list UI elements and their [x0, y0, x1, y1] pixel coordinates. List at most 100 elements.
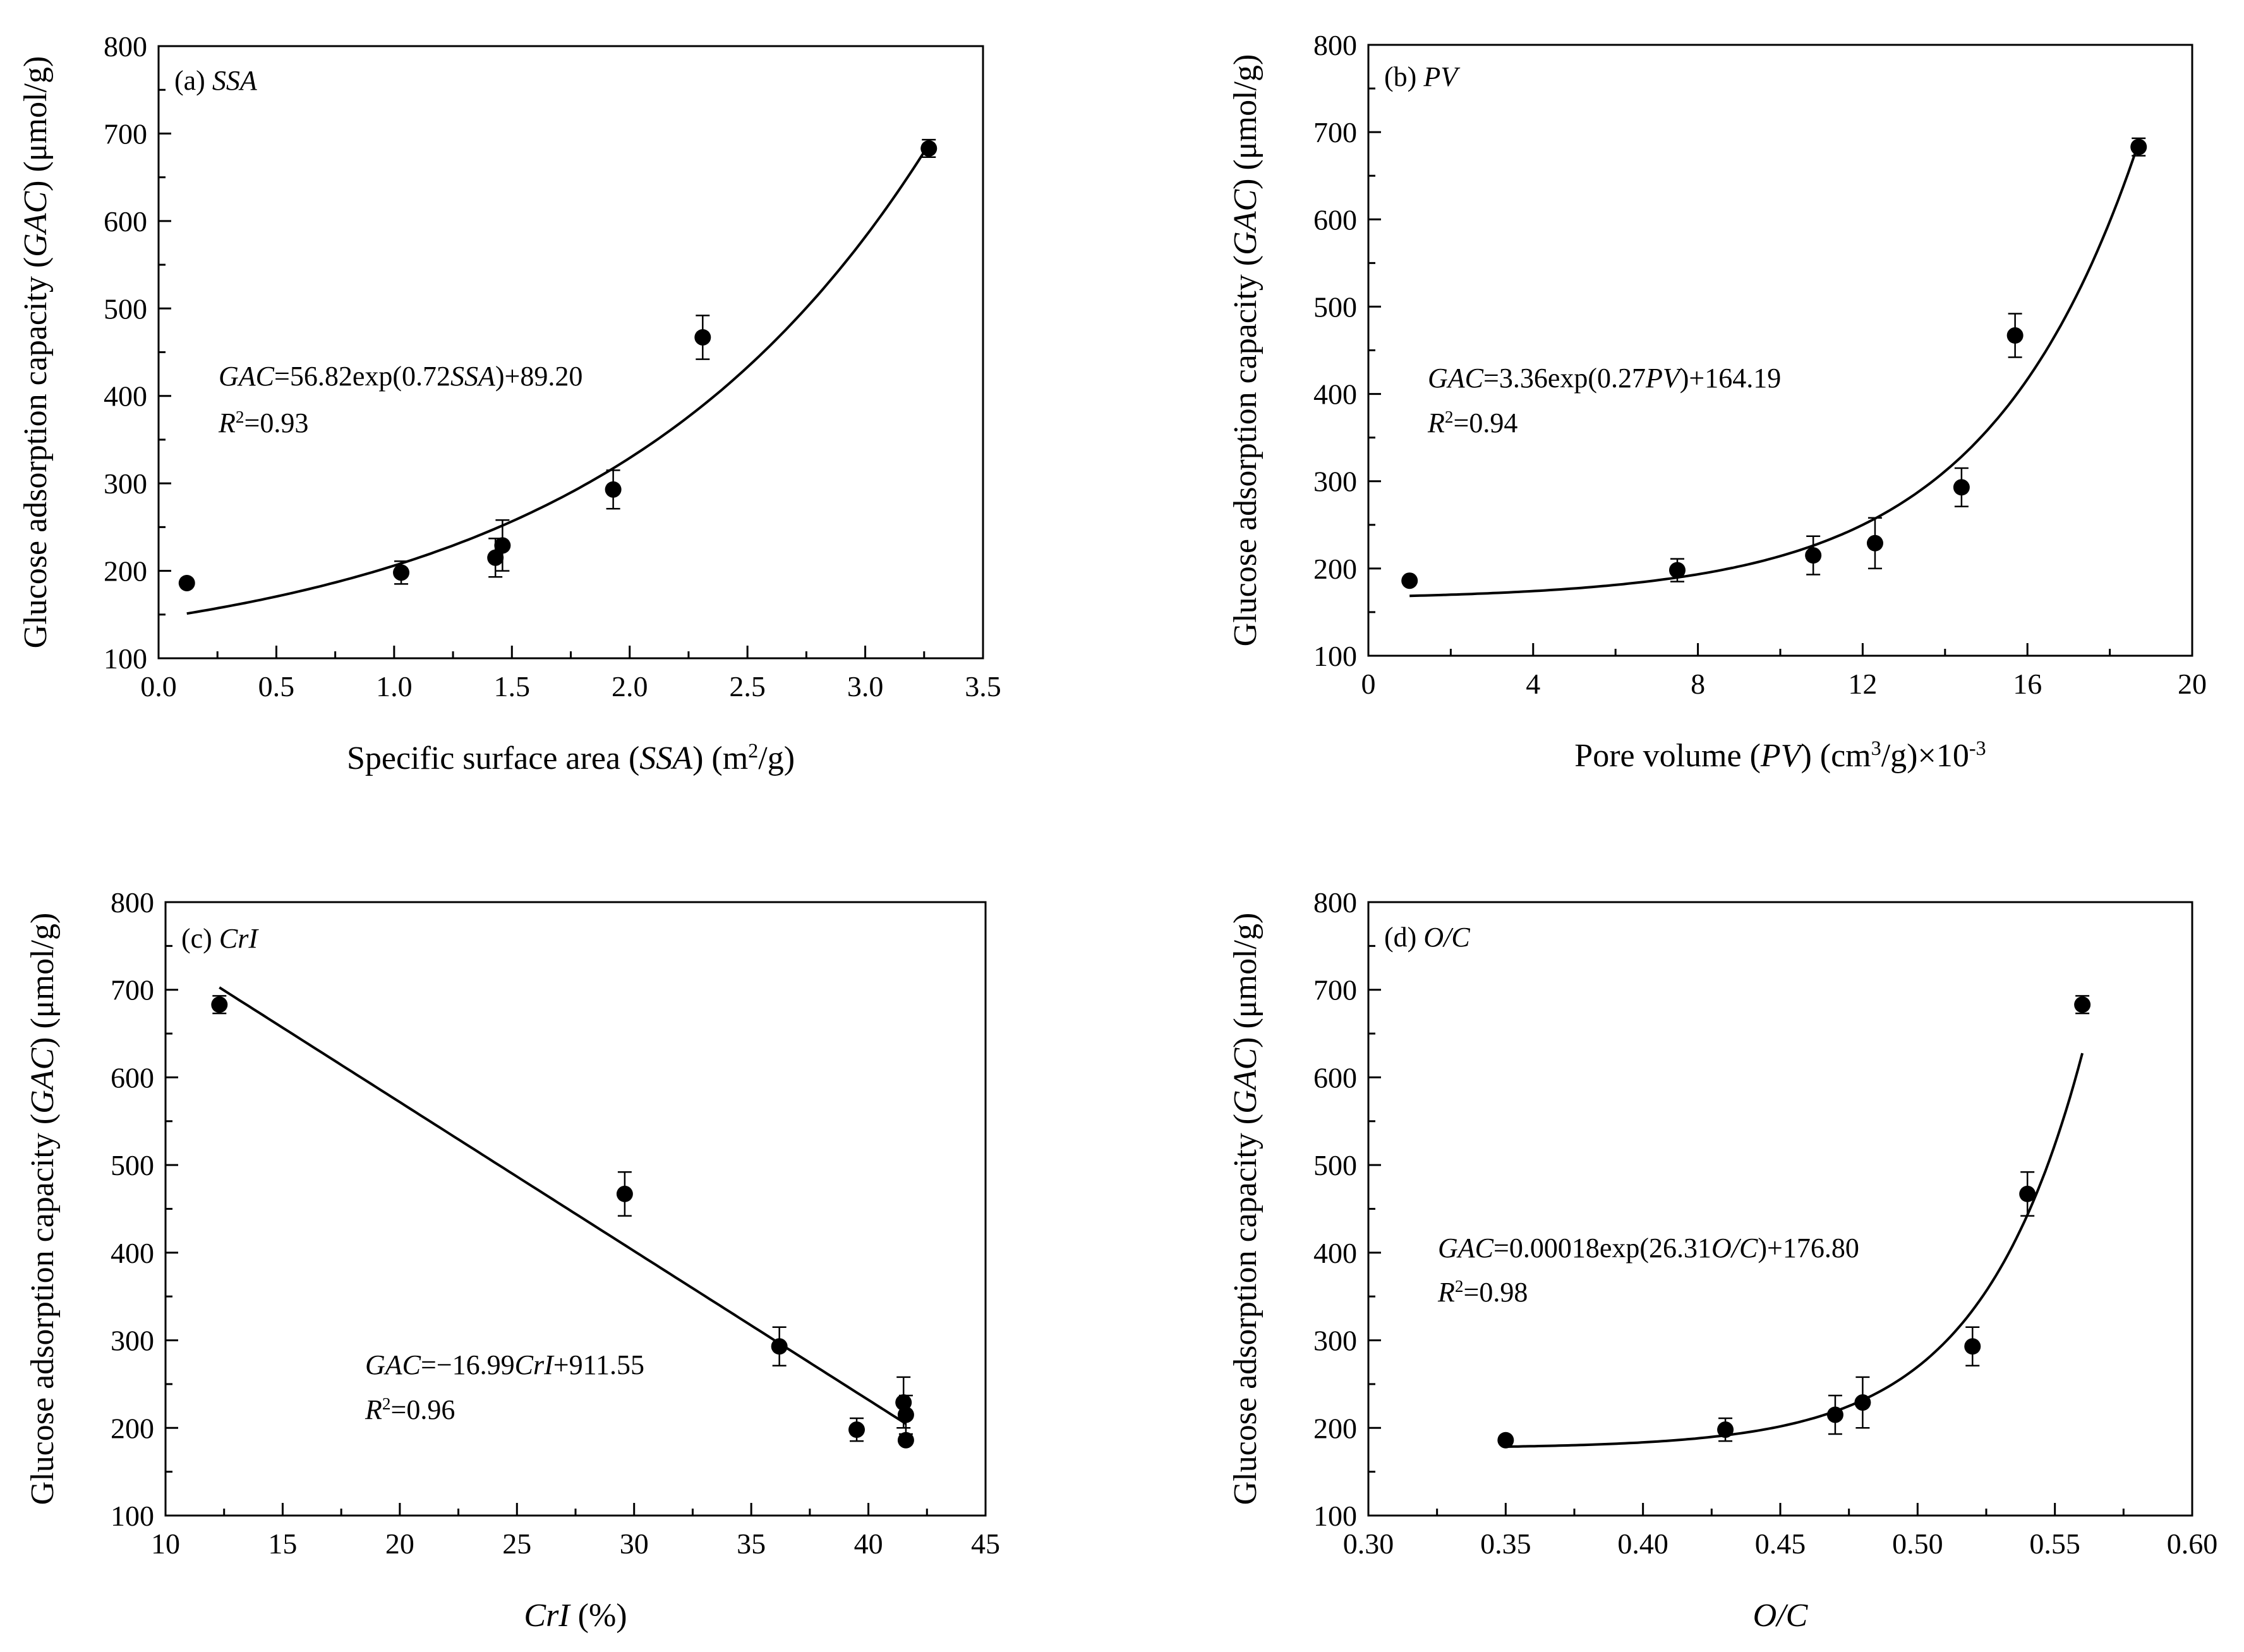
superscript: 2 — [748, 739, 758, 762]
text-run: CrI — [515, 1349, 555, 1380]
data-point — [1669, 562, 1686, 579]
x-axis-label: Pore volume (PV) (cm3/g)×10-3 — [1574, 737, 1986, 774]
text-run: =−16.99 — [421, 1349, 515, 1380]
y-axis-label-suffix: ) (μmol/g) — [1228, 913, 1264, 1048]
x-tick-label: 15 — [268, 1528, 297, 1560]
panel-label: (a) SSA — [174, 65, 258, 96]
x-tick-label: 2.0 — [612, 670, 648, 702]
panel-label-variable: O/C — [1423, 922, 1470, 953]
data-point — [1964, 1338, 1981, 1355]
x-tick-label: 40 — [854, 1528, 883, 1560]
y-tick-label: 400 — [1313, 378, 1357, 411]
text-run: R — [218, 407, 236, 438]
text-run: GAC — [365, 1349, 421, 1380]
y-tick-label: 700 — [111, 974, 154, 1006]
x-tick-label: 4 — [1526, 668, 1540, 700]
x-axis-label: CrI (%) — [524, 1598, 627, 1634]
x-tick-label: 0 — [1361, 668, 1376, 700]
data-point — [1497, 1432, 1514, 1449]
text-run: R — [1437, 1277, 1455, 1308]
superscript: 2 — [236, 407, 244, 426]
y-tick-label: 700 — [1313, 116, 1357, 148]
y-axis-label: Glucose adsorption capacity (GAC) (μmol/… — [1228, 54, 1264, 647]
y-tick-label: 500 — [104, 292, 147, 325]
data-point — [2074, 996, 2091, 1013]
data-point — [393, 564, 410, 581]
x-tick-label: 12 — [1848, 668, 1877, 700]
data-point — [897, 1406, 914, 1423]
y-tick-label: 600 — [1313, 1061, 1357, 1094]
data-point — [1401, 572, 1418, 589]
panel-label: (d) O/C — [1384, 922, 1470, 953]
data-point — [178, 574, 195, 591]
x-tick-label: 0.50 — [1892, 1528, 1943, 1560]
data-point — [487, 549, 504, 566]
text-run: /g) — [758, 740, 795, 776]
chart-panel-d: 0.30 0.35 0.40 0.45 0.50 0.55 0.60 100 200 300 400… — [1228, 886, 2217, 1634]
text-run: Pore volume ( — [1574, 738, 1761, 774]
x-tick-label: 20 — [2178, 668, 2207, 700]
data-point — [2130, 138, 2147, 155]
text-run: =0.93 — [244, 407, 309, 438]
y-axis-label-variable: GAC — [25, 1047, 61, 1114]
x-tick-label: 2.5 — [729, 670, 766, 702]
chart-panel-c: 10 15 20 25 30 35 40 45 100 200 300 400 500 600 700 800… — [25, 886, 1000, 1634]
text-run: +911.55 — [553, 1349, 644, 1380]
x-tick-label: 0.5 — [258, 670, 295, 702]
text-run: =3.36exp(0.27 — [1483, 363, 1646, 394]
y-tick-label: 800 — [1313, 29, 1357, 61]
y-tick-label: 600 — [104, 205, 147, 238]
y-tick-label: 800 — [1313, 886, 1357, 919]
text-run: /g)×10 — [1881, 738, 1969, 774]
y-tick-label: 800 — [104, 30, 147, 63]
superscript: 2 — [1455, 1277, 1464, 1296]
data-point — [897, 1432, 914, 1449]
y-axis-label-suffix: ) (μmol/g) — [25, 913, 61, 1048]
y-axis-label-suffix: ) (μmol/g) — [1228, 54, 1264, 190]
text-run: ) (cm — [1801, 738, 1871, 774]
x-tick-label: 3.5 — [965, 670, 1001, 702]
y-tick-label: 400 — [111, 1237, 154, 1269]
data-point — [616, 1185, 633, 1202]
y-tick-label: 200 — [111, 1412, 154, 1444]
fit-curve — [186, 143, 930, 615]
x-tick-label: 0.30 — [1343, 1528, 1394, 1560]
text-run: )+176.80 — [1758, 1233, 1859, 1263]
text-run: )+89.20 — [495, 361, 582, 392]
y-axis-label-prefix: Glucose adsorption capacity ( — [18, 257, 54, 648]
data-point — [2006, 327, 2024, 344]
text-run: Specific surface area ( — [347, 740, 639, 776]
x-tick-label: 0.60 — [2167, 1528, 2218, 1560]
data-point — [2019, 1185, 2036, 1202]
x-tick-label: 1.0 — [376, 670, 413, 702]
panel-label: (c) CrI — [181, 923, 259, 954]
x-tick-label: 25 — [502, 1528, 531, 1560]
y-axis-label: Glucose adsorption capacity (GAC) (μmol/… — [18, 56, 54, 649]
y-tick-label: 100 — [1313, 640, 1357, 672]
y-tick-label: 100 — [1313, 1500, 1357, 1532]
text-run: R — [365, 1394, 382, 1425]
data-point — [920, 140, 938, 157]
text-run: PV — [1645, 363, 1683, 394]
fit-equation: GAC=3.36exp(0.27PV)+164.19 — [1428, 363, 1781, 394]
text-run: (%) — [570, 1598, 627, 1634]
x-tick-label: 16 — [2013, 668, 2042, 700]
panel-label-variable: CrI — [219, 923, 259, 954]
text-run: GAC — [219, 361, 275, 392]
y-tick-label: 400 — [104, 380, 147, 413]
data-point — [1953, 479, 1970, 496]
y-axis-label-suffix: ) (μmol/g) — [18, 56, 54, 191]
x-tick-label: 0.0 — [140, 670, 177, 702]
superscript: 2 — [1445, 407, 1454, 426]
text-run: =0.98 — [1464, 1277, 1528, 1308]
y-tick-label: 800 — [111, 886, 154, 919]
text-run: SSA — [450, 361, 496, 392]
text-run: )+164.19 — [1680, 363, 1781, 394]
y-tick-label: 500 — [1313, 1149, 1357, 1181]
panel-label: (b) PV — [1384, 61, 1461, 92]
y-axis-label-prefix: Glucose adsorption capacity ( — [1228, 1114, 1264, 1505]
data-point — [771, 1338, 788, 1355]
y-tick-label: 500 — [1313, 291, 1357, 323]
data-point — [1854, 1394, 1871, 1411]
plot-frame — [1367, 44, 2193, 657]
